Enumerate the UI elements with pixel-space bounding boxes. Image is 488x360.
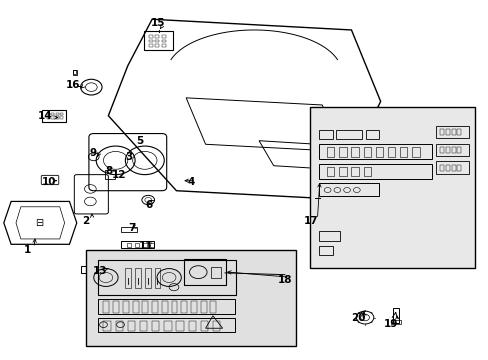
- Bar: [399, 147, 407, 157]
- Text: 13: 13: [92, 266, 107, 276]
- Bar: [155, 35, 159, 38]
- Text: 20: 20: [351, 312, 365, 323]
- Bar: [86, 268, 92, 272]
- Bar: [60, 116, 62, 118]
- Bar: [154, 268, 160, 288]
- Text: 7: 7: [128, 223, 135, 233]
- Bar: [363, 167, 370, 176]
- Bar: [46, 113, 49, 115]
- Bar: [135, 243, 139, 247]
- Text: 11: 11: [138, 241, 153, 251]
- Bar: [210, 301, 216, 313]
- Text: 19: 19: [384, 319, 398, 329]
- Bar: [201, 301, 206, 313]
- FancyBboxPatch shape: [86, 249, 295, 346]
- Text: 4: 4: [187, 177, 194, 187]
- Bar: [103, 321, 111, 331]
- Bar: [162, 40, 166, 42]
- Bar: [411, 147, 419, 157]
- Bar: [149, 243, 153, 247]
- Bar: [162, 44, 166, 47]
- Bar: [132, 301, 138, 313]
- Bar: [142, 301, 148, 313]
- Bar: [56, 116, 59, 118]
- Bar: [148, 35, 153, 38]
- Bar: [113, 301, 119, 313]
- Bar: [457, 147, 460, 153]
- Bar: [148, 40, 153, 42]
- Bar: [116, 321, 122, 331]
- Bar: [326, 147, 334, 157]
- Bar: [51, 113, 54, 115]
- Bar: [125, 268, 131, 288]
- Bar: [126, 243, 130, 247]
- Bar: [326, 167, 334, 176]
- Bar: [103, 301, 109, 313]
- Text: 18: 18: [277, 275, 291, 285]
- Text: 3: 3: [125, 152, 133, 162]
- Bar: [162, 35, 166, 38]
- Bar: [387, 147, 394, 157]
- Bar: [148, 44, 153, 47]
- Bar: [201, 321, 207, 331]
- Text: 2: 2: [81, 216, 89, 226]
- Bar: [457, 165, 460, 171]
- Bar: [188, 321, 196, 331]
- Bar: [60, 113, 62, 115]
- Bar: [152, 321, 159, 331]
- Bar: [439, 165, 443, 171]
- Text: 5: 5: [136, 136, 143, 146]
- Bar: [351, 167, 358, 176]
- Text: ⊟: ⊟: [35, 218, 43, 228]
- Text: 16: 16: [66, 80, 81, 90]
- Bar: [339, 147, 346, 157]
- Bar: [51, 116, 54, 118]
- Bar: [212, 321, 220, 331]
- Bar: [451, 165, 455, 171]
- Bar: [451, 147, 455, 153]
- Bar: [46, 116, 49, 118]
- Bar: [176, 321, 183, 331]
- Text: 12: 12: [112, 170, 126, 180]
- Bar: [152, 301, 158, 313]
- Bar: [135, 268, 141, 288]
- Text: 14: 14: [38, 111, 52, 121]
- Bar: [96, 268, 102, 272]
- Text: 1: 1: [23, 245, 31, 255]
- Bar: [457, 129, 460, 135]
- Bar: [375, 147, 382, 157]
- Bar: [363, 147, 370, 157]
- Bar: [171, 301, 177, 313]
- FancyBboxPatch shape: [309, 107, 474, 267]
- Bar: [164, 321, 171, 331]
- Bar: [339, 167, 346, 176]
- Bar: [122, 301, 128, 313]
- Bar: [106, 268, 112, 272]
- Bar: [143, 243, 147, 247]
- Bar: [155, 44, 159, 47]
- Bar: [445, 147, 449, 153]
- Bar: [162, 301, 167, 313]
- Text: 10: 10: [41, 177, 56, 187]
- Bar: [181, 301, 187, 313]
- Text: 9: 9: [89, 148, 96, 158]
- Bar: [155, 40, 159, 42]
- Bar: [144, 268, 150, 288]
- Bar: [140, 321, 147, 331]
- Text: 8: 8: [105, 166, 113, 176]
- Bar: [56, 113, 59, 115]
- Text: 6: 6: [145, 200, 152, 210]
- Bar: [191, 301, 197, 313]
- Bar: [439, 129, 443, 135]
- Bar: [445, 129, 449, 135]
- Bar: [351, 147, 358, 157]
- Bar: [127, 321, 135, 331]
- Bar: [445, 165, 449, 171]
- Bar: [451, 129, 455, 135]
- Text: 17: 17: [304, 216, 318, 226]
- Text: 15: 15: [151, 18, 165, 28]
- Bar: [439, 147, 443, 153]
